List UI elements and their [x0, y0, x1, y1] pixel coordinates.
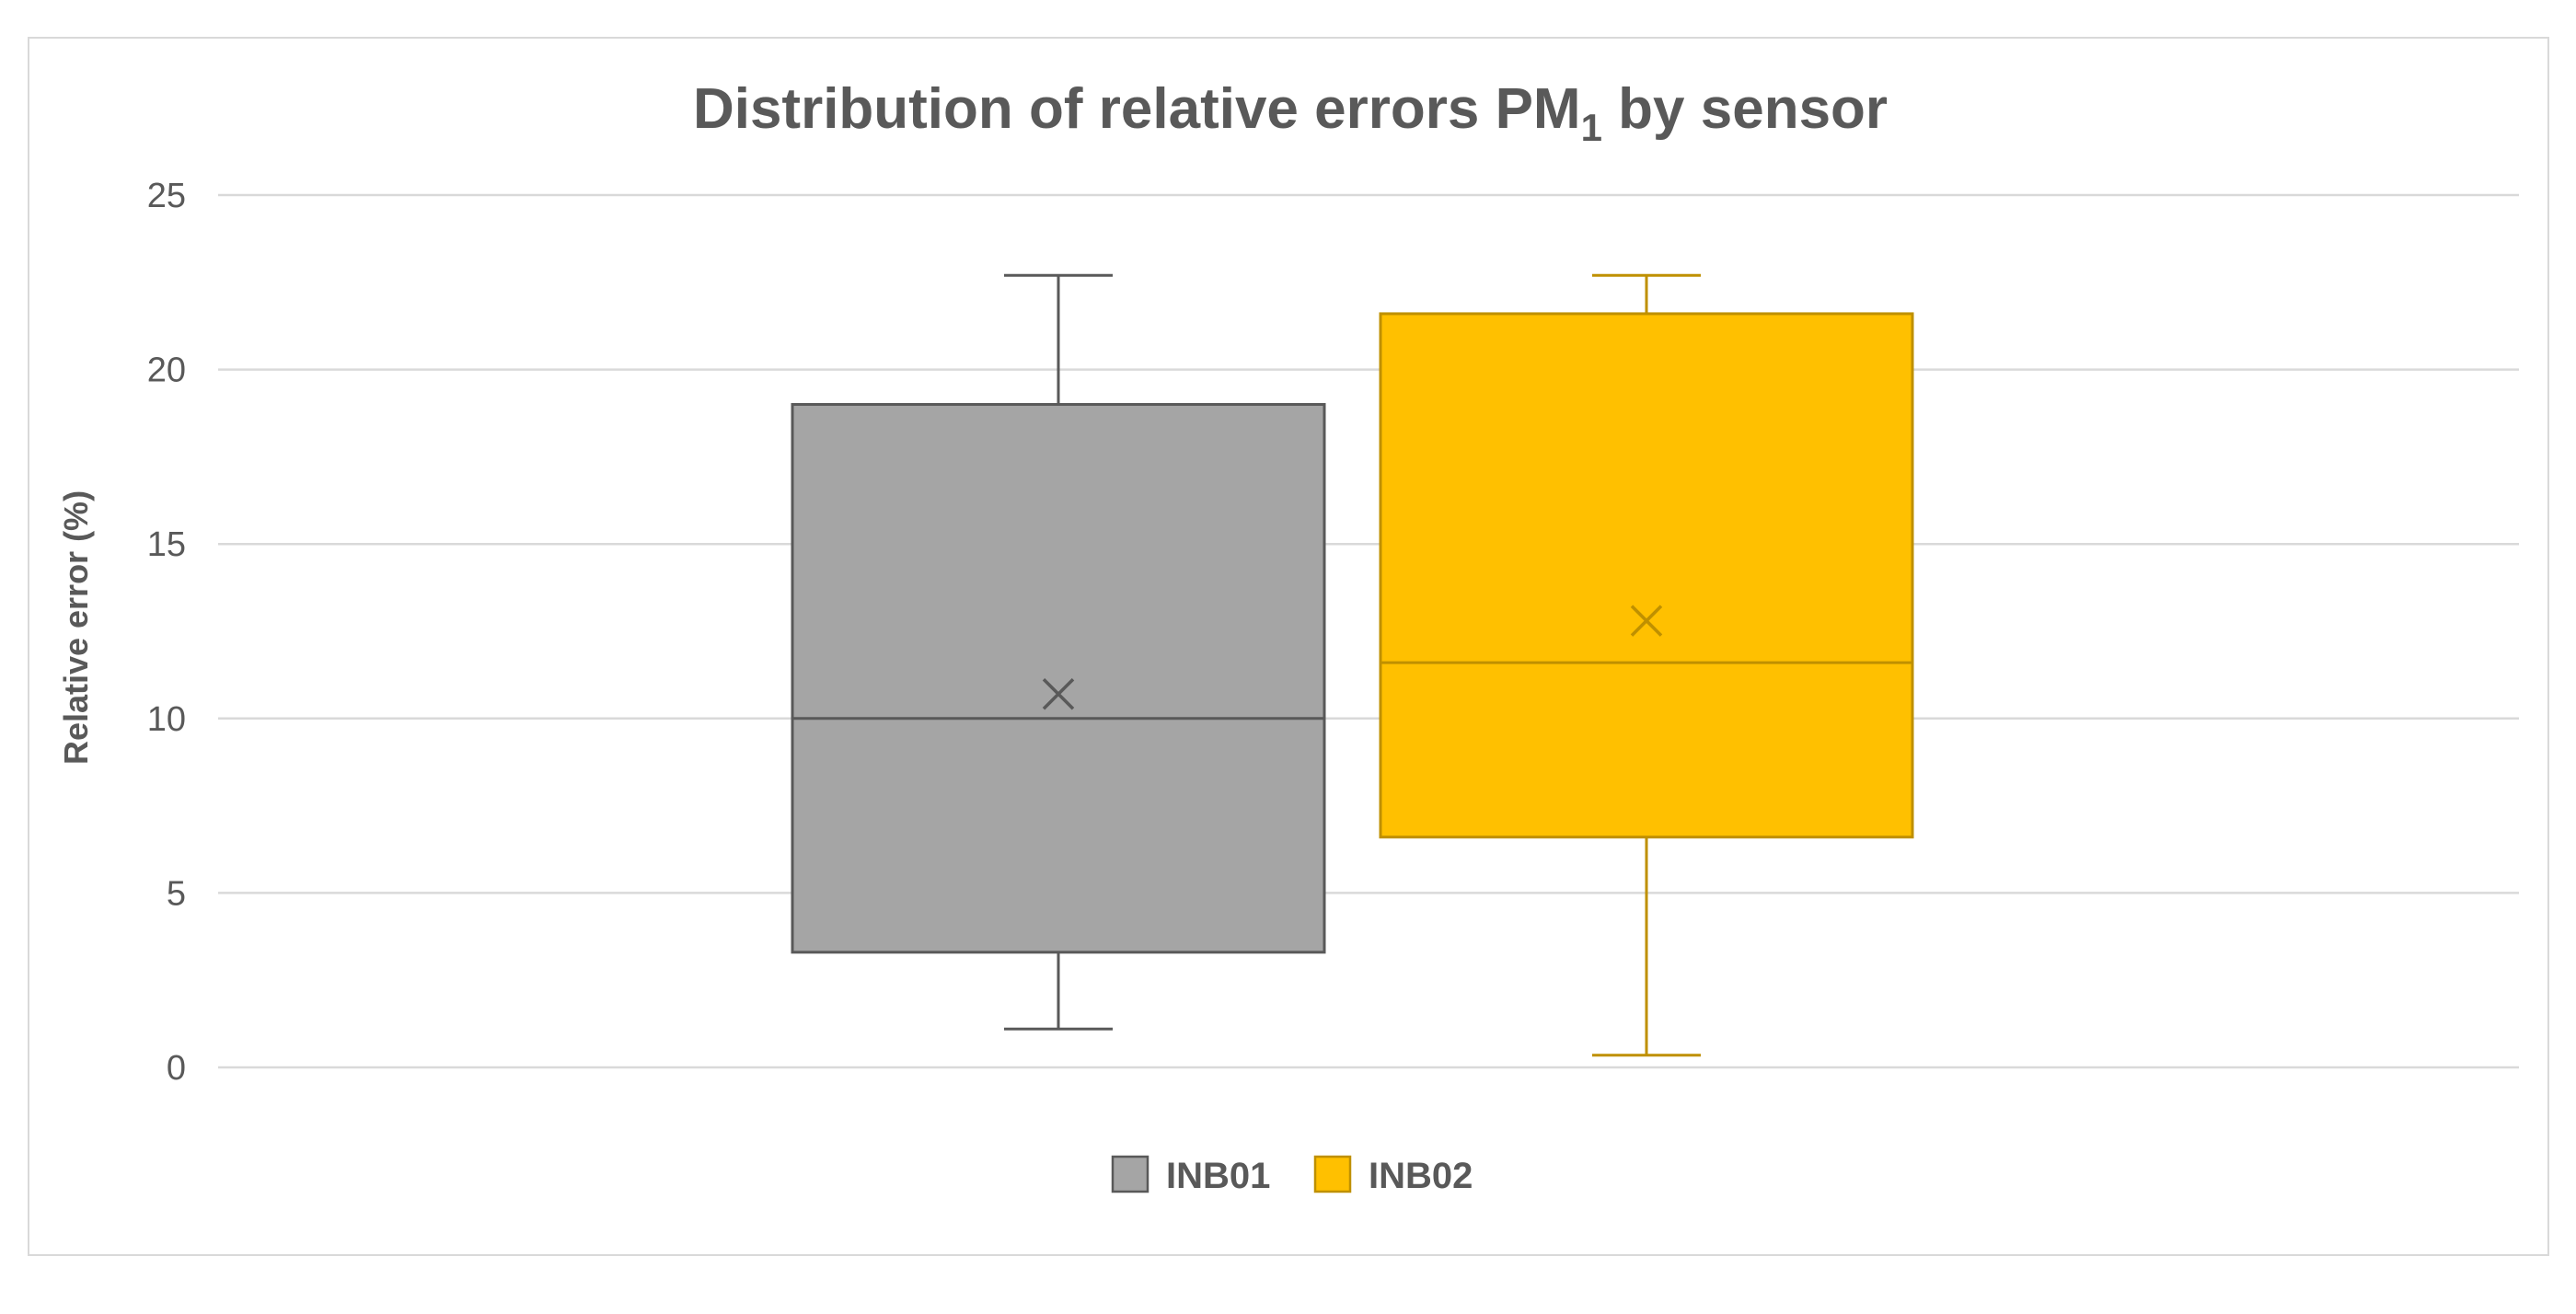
chart-svg: Distribution of relative errors PM1 by s…	[57, 77, 2519, 1196]
y-axis-title: Relative error (%)	[57, 490, 95, 765]
box-inb01	[791, 273, 1326, 1031]
y-tick-label: 5	[167, 874, 186, 913]
box-inb02	[1379, 273, 1914, 1057]
chart-frame: Distribution of relative errors PM1 by s…	[28, 37, 2549, 1256]
chart-title: Distribution of relative errors PM1 by s…	[693, 77, 1888, 149]
iqr-box	[791, 403, 1326, 954]
legend-label-inb01: INB01	[1166, 1156, 1270, 1196]
chart-title-subscript: 1	[1581, 106, 1602, 149]
y-tick-label: 25	[147, 177, 186, 215]
legend-swatch-inb01	[1111, 1155, 1149, 1193]
boxplot-series	[791, 273, 1914, 1057]
y-axis-ticks: 0 5 10 15 20 25	[147, 177, 186, 1088]
legend-label-inb02: INB02	[1369, 1156, 1473, 1196]
chart-title-main: Distribution of relative errors PM	[693, 77, 1581, 141]
mean-marker	[1042, 678, 1075, 710]
chart-title-suffix: by sensor	[1602, 77, 1888, 141]
gridlines	[218, 193, 2519, 1069]
y-tick-label: 15	[147, 525, 186, 564]
mean-marker	[1630, 605, 1663, 637]
y-tick-label: 0	[167, 1049, 186, 1088]
legend-swatch-inb02	[1313, 1155, 1352, 1193]
iqr-box	[1379, 312, 1914, 839]
y-tick-label: 20	[147, 352, 186, 390]
legend: INB01 INB02	[1111, 1155, 1473, 1196]
y-tick-label: 10	[147, 700, 186, 739]
